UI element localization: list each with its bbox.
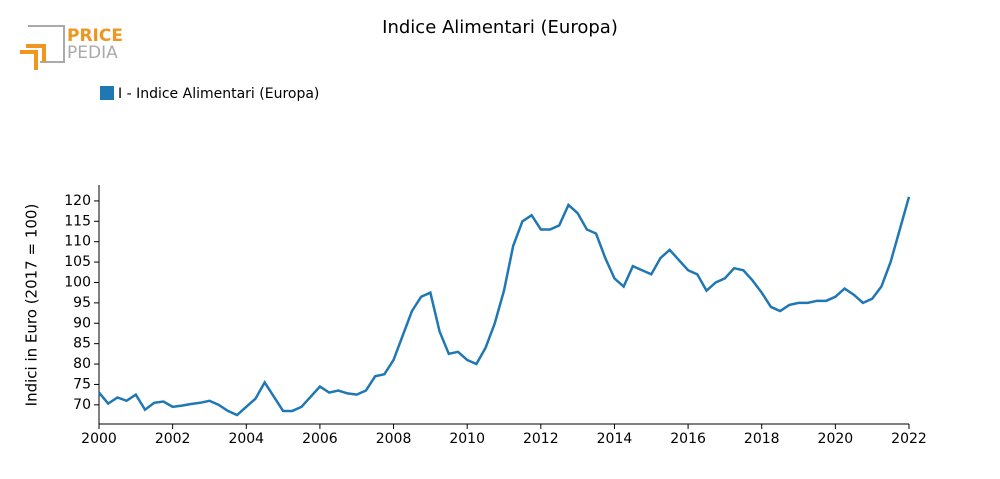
chart-title: Indice Alimentari (Europa) xyxy=(382,17,618,38)
logo: PRICE PEDIA xyxy=(20,25,123,70)
y-tick-label: 120 xyxy=(64,193,91,209)
x-tick-label: 2002 xyxy=(155,431,191,447)
x-tick-label: 2016 xyxy=(670,431,706,447)
y-tick-label: 85 xyxy=(73,336,91,352)
x-tick-label: 2000 xyxy=(81,431,117,447)
y-tick-label: 90 xyxy=(73,315,91,331)
logo-text: PEDIA xyxy=(67,43,118,63)
legend-swatch xyxy=(100,86,114,100)
y-tick-label: 115 xyxy=(64,213,91,229)
x-tick-label: 2020 xyxy=(818,431,854,447)
x-tick-label: 2012 xyxy=(523,431,559,447)
x-tick-label: 2006 xyxy=(302,431,338,447)
logo-frame xyxy=(28,25,65,63)
y-tick-label: 100 xyxy=(64,274,91,290)
y-tick-label: 95 xyxy=(73,295,91,311)
y-tick-label: 80 xyxy=(73,356,91,372)
logo-text: PRICE xyxy=(67,26,123,46)
legend-label: I - Indice Alimentari (Europa) xyxy=(118,86,319,102)
x-tick-label: 2010 xyxy=(449,431,485,447)
y-tick-label: 75 xyxy=(73,376,91,392)
logo-mark xyxy=(20,44,46,70)
y-tick-label: 105 xyxy=(64,254,91,270)
x-tick-label: 2008 xyxy=(376,431,412,447)
y-tick-label: 110 xyxy=(64,234,91,250)
x-tick-label: 2018 xyxy=(744,431,780,447)
x-tick-label: 2014 xyxy=(597,431,633,447)
y-tick-label: 70 xyxy=(73,397,91,413)
x-tick-label: 2022 xyxy=(891,431,927,447)
x-tick-label: 2004 xyxy=(228,431,264,447)
data-line xyxy=(98,196,911,417)
y-axis-label: Indici in Euro (2017 = 100) xyxy=(23,204,41,407)
